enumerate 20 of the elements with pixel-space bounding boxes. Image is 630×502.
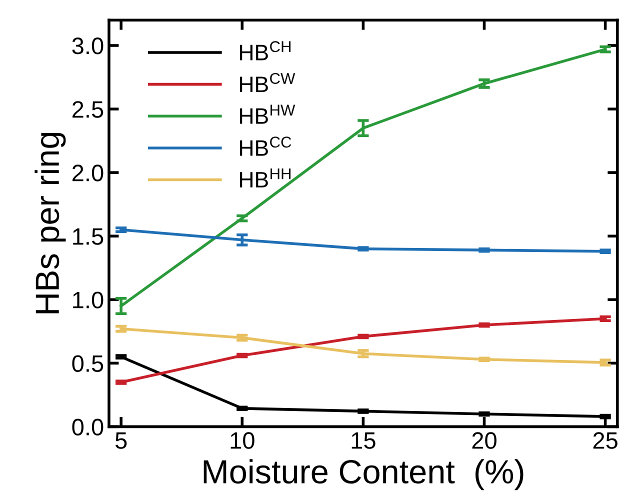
legend-label: HB$^{HH}$: [240, 168, 290, 188]
x-axis-title: Moisture Content (%): [204, 459, 524, 490]
x-tick-label: 15: [352, 432, 376, 449]
y-tick-label: 3.0: [72, 38, 104, 54]
legend-label: HB$^{CC}$: [240, 136, 292, 156]
y-tick-label: 0.5: [72, 355, 104, 372]
legend-label: HB$^{CH}$: [240, 41, 290, 60]
y-axis-title: HBs per ring: [34, 132, 66, 314]
y-tick-label: 1.0: [73, 292, 104, 308]
y-tick-label: 2.0: [72, 164, 104, 182]
x-tick-label: 10: [230, 432, 254, 449]
x-tick-label: 5: [115, 432, 127, 449]
legend-label: HB$^{CW}$: [240, 72, 296, 92]
legend-label: HB$^{HW}$: [240, 104, 296, 124]
y-tick-label: 1.5: [73, 228, 104, 245]
x-tick-label: 25: [593, 432, 618, 449]
line-series: [120, 327, 607, 364]
x-tick-label: 20: [472, 432, 496, 449]
y-tick-label: 2.5: [72, 101, 104, 118]
y-tick-label: 0.0: [72, 418, 104, 436]
